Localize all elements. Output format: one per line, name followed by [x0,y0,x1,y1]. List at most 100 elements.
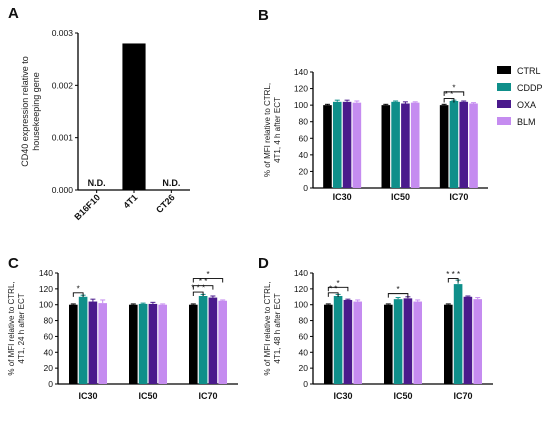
sig-bracket-C-3 [192,278,224,283]
y-tick-label-B-7: 140 [294,67,308,77]
y-tick-label-B-6: 120 [294,84,308,94]
bar-C-IC50-CDDP [138,303,148,384]
legend-swatch-CTRL [497,66,511,74]
sig-bracket-C-1 [192,291,204,297]
panel-label-B: B [258,7,269,24]
sig-bracket-B-0 [443,98,455,103]
sig-label-B-1: * [452,83,455,92]
sig-bracket-C-2 [192,285,214,290]
x-tick-label-A-CT26: CT26 [154,192,177,215]
x-tick-label-B-IC50: IC50 [391,192,410,202]
sig-bracket-D-3 [447,278,459,283]
sig-bracket-D-1 [327,286,349,292]
y-tick-label-B-3: 60 [299,133,309,143]
y-tick-label-C-6: 120 [39,284,53,294]
bar-B-IC30-CTRL [323,105,332,188]
bar-C-IC30-CDDP [78,296,88,384]
y-axis-title-B: % of MFI relative to CTRL,4T1, 4 h after… [263,83,282,177]
bar-C-IC70-OXA [208,297,218,384]
y-tick-label-C-5: 100 [39,300,53,310]
y-tick-label-D-2: 40 [299,347,309,357]
y-tick-label-D-7: 140 [294,268,308,278]
sig-bracket-C-0 [72,292,84,297]
bar-B-IC30-CDDP [332,101,342,188]
legend-label-CDDP: CDDP [517,83,543,93]
x-tick-label-C-IC50: IC50 [138,391,157,401]
y-tick-label-B-4: 80 [299,117,309,127]
bar-B-IC50-CDDP [391,101,400,188]
bar-B-IC70-CTRL [439,105,449,188]
y-tick-label-C-0: 0 [48,379,53,389]
bar-B-IC50-CTRL [381,105,391,188]
bar-B-IC30-OXA [342,101,352,188]
y-tick-label-B-0: 0 [303,183,308,193]
y-tick-label-D-0: 0 [303,379,308,389]
bar-B-IC70-CDDP [449,101,459,188]
sig-bracket-D-2 [387,293,409,298]
y-tick-label-C-3: 60 [44,331,54,341]
sig-label-C-0: * [77,284,80,293]
y-tick-label-D-3: 60 [299,331,309,341]
bar-D-IC30-BLM [353,301,362,384]
sig-label-C-3: * [206,270,209,279]
y-tick-label-B-2: 40 [299,150,309,160]
legend-label-BLM: BLM [517,117,536,127]
bar-B-IC70-OXA [459,101,469,188]
bar-C-IC50-CTRL [129,304,138,384]
y-tick-label-B-5: 100 [294,100,308,110]
bar-D-IC50-CDDP [393,299,403,384]
sig-label-D-2: * [397,285,400,294]
bar-D-IC30-CDDP [333,295,343,384]
y-tick-label-B-1: 20 [299,166,309,176]
x-tick-label-D-IC50: IC50 [393,391,412,401]
x-tick-label-C-IC30: IC30 [78,391,97,401]
bar-D-IC70-OXA [463,296,473,384]
y-axis-title-A: CD40 expression relative tohousekeeping … [20,56,41,167]
sig-label-D-0: * * [329,284,337,293]
bar-D-IC70-CTRL [444,304,453,384]
y-tick-label-A-0: 0.000 [52,185,74,195]
sig-label-D-3: * * * [446,270,460,279]
sig-label-B-0: * * [445,90,453,99]
y-tick-label-D-4: 80 [299,316,309,326]
bar-D-IC70-CDDP [453,284,463,384]
bar-D-IC50-CTRL [384,304,393,384]
annotation-A-B16F10: N.D. [88,178,106,188]
bar-D-IC30-CTRL [324,304,333,384]
x-tick-label-C-IC70: IC70 [198,391,217,401]
y-tick-label-C-2: 40 [44,347,54,357]
x-tick-label-D-IC30: IC30 [333,391,352,401]
bar-B-IC30-BLM [352,102,362,188]
y-tick-label-A-3: 0.003 [52,28,74,38]
y-tick-label-D-1: 20 [299,363,309,373]
sig-label-C-1: * * * [191,284,205,293]
bar-C-IC50-BLM [158,304,167,384]
sig-label-D-1: * [337,279,340,288]
y-tick-label-A-1: 0.001 [52,133,74,143]
bar-C-IC30-OXA [88,301,98,384]
y-tick-label-A-2: 0.002 [52,80,74,90]
panel-label-A: A [8,5,19,22]
bar-D-IC50-OXA [403,298,413,384]
legend-label-CTRL: CTRL [517,66,541,76]
bar-C-IC30-BLM [98,303,107,384]
x-tick-label-A-4T1: 4T1 [121,192,139,210]
y-tick-label-C-4: 80 [44,316,54,326]
bar-B-IC70-BLM [469,103,478,188]
x-tick-label-D-IC70: IC70 [453,391,472,401]
bar-C-IC70-CTRL [189,304,198,384]
y-tick-label-D-5: 100 [294,300,308,310]
annotation-A-CT26: N.D. [162,178,180,188]
legend-swatch-BLM [497,117,511,125]
y-tick-label-C-1: 20 [44,363,54,373]
x-tick-label-B-IC30: IC30 [333,192,352,202]
sig-bracket-B-1 [443,91,465,96]
bar-D-IC50-BLM [413,301,422,384]
y-axis-title-C: % of MFI relative to CTRL,4T1, 24 h afte… [7,281,26,375]
bar-C-IC70-BLM [218,300,227,384]
bar-C-IC30-CTRL [69,304,78,384]
bar-D-IC30-OXA [343,299,353,384]
sig-label-C-2: * * [199,277,207,286]
